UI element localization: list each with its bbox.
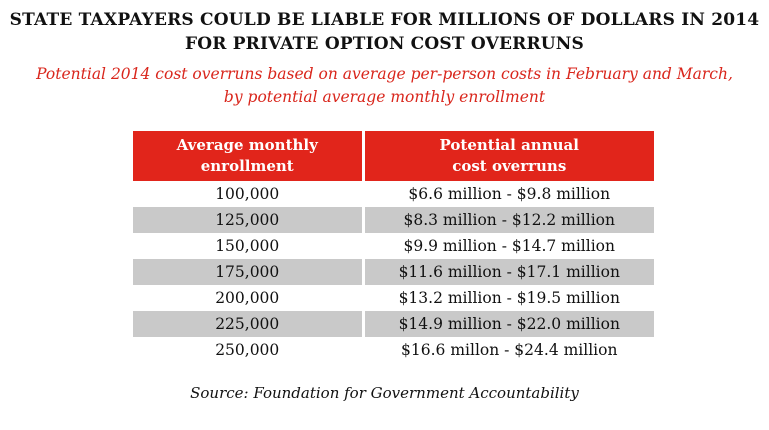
cell-enrollment: 150,000: [215, 237, 280, 255]
chart-subtitle-line-2: by potential average monthly enrollment: [223, 88, 546, 106]
cell-enrollment: 125,000: [133, 207, 363, 233]
table-header-row: Average monthly enrollment Potential ann…: [133, 131, 654, 181]
cell-enrollment: 175,000: [133, 259, 363, 285]
cell-overruns: $8.3 million - $12.2 million: [361, 207, 654, 233]
table-row: 150,000 $9.9 million - $14.7 million: [133, 233, 654, 259]
cell-enrollment: 100,000: [215, 185, 280, 203]
cell-enrollment: 225,000: [133, 311, 363, 337]
cell-overruns: $11.6 million - $17.1 million: [361, 259, 654, 285]
cell-overruns: $6.6 million - $9.8 million: [361, 181, 654, 207]
chart-source: Source: Foundation for Government Accoun…: [190, 384, 579, 402]
header-enrollment-line-2: enrollment: [200, 157, 294, 175]
header-overruns-line-2: cost overruns: [452, 157, 567, 175]
table-row: 225,000 $14.9 million - $22.0 million: [133, 311, 654, 337]
header-overruns-line-1: Potential annual: [439, 136, 579, 154]
chart-title: STATE TAXPAYERS COULD BE LIABLE FOR MILL…: [0, 8, 769, 56]
chart-title-line-1: STATE TAXPAYERS COULD BE LIABLE FOR MILL…: [9, 10, 760, 30]
chart-title-line-2: FOR PRIVATE OPTION COST OVERRUNS: [184, 34, 585, 54]
chart-subtitle-line-1: Potential 2014 cost overruns based on av…: [36, 65, 733, 83]
cost-overrun-table: Average monthly enrollment Potential ann…: [133, 131, 654, 363]
chart-subtitle: Potential 2014 cost overruns based on av…: [0, 63, 769, 109]
cell-overruns: $14.9 million - $22.0 million: [361, 311, 654, 337]
header-enrollment-line-1: Average monthly: [176, 136, 318, 154]
table-row: 175,000 $11.6 million - $17.1 million: [133, 259, 654, 285]
table-row: 125,000 $8.3 million - $12.2 million: [133, 207, 654, 233]
cell-overruns: $9.9 million - $14.7 million: [361, 233, 654, 259]
cell-overruns: $13.2 million - $19.5 million: [361, 285, 654, 311]
table-row: 200,000 $13.2 million - $19.5 million: [133, 285, 654, 311]
cell-enrollment: 200,000: [215, 289, 280, 307]
cell-enrollment: 250,000: [215, 341, 280, 359]
cell-overruns: $16.6 millon - $24.4 million: [361, 337, 654, 363]
table-row: 100,000 $6.6 million - $9.8 million: [133, 181, 654, 207]
table-row: 250,000 $16.6 millon - $24.4 million: [133, 337, 654, 363]
header-overruns: Potential annual cost overruns: [361, 131, 654, 181]
header-enrollment: Average monthly enrollment: [133, 131, 363, 181]
